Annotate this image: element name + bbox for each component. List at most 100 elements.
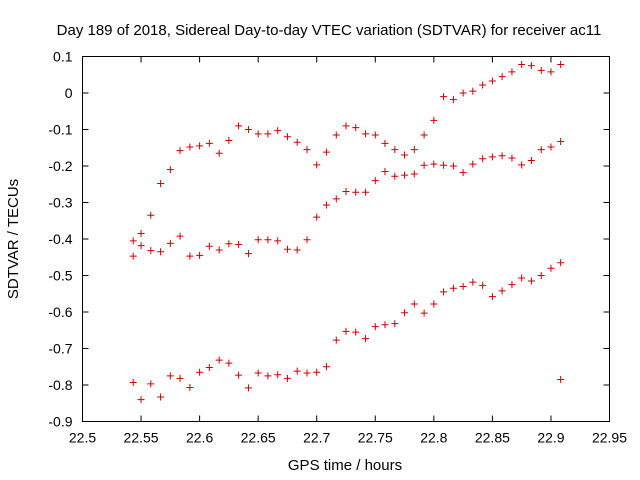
data-point [303,146,311,154]
data-point [449,284,457,292]
data-point [244,384,252,392]
data-point [371,131,379,139]
y-tick-label: -0.8 [48,377,72,393]
data-point [557,376,565,384]
data-point [410,146,418,154]
data-point [508,281,516,289]
data-point [479,281,487,289]
data-point [205,242,213,250]
data-point [283,133,291,141]
data-point [235,240,243,248]
y-tick-label: -0.2 [48,158,72,174]
data-point [469,278,477,286]
data-point [381,167,389,175]
data-point [137,230,145,238]
data-point [332,336,340,344]
data-point [547,68,555,76]
data-point [322,363,330,371]
data-point [293,367,301,375]
data-point [401,151,409,159]
data-point [186,384,194,392]
data-point [283,245,291,253]
data-point [215,356,223,364]
data-point [166,239,174,247]
plot-frame [82,56,610,422]
data-point [440,161,448,169]
data-point [440,288,448,296]
data-point [293,138,301,146]
data-point [537,66,545,74]
data-point [527,277,535,285]
data-point [381,321,389,329]
data-point [488,293,496,301]
data-point [235,122,243,130]
data-point [166,372,174,380]
data-point [322,201,330,209]
data-point [196,251,204,259]
data-point [225,240,233,248]
data-point [254,236,262,244]
data-point [557,138,565,146]
data-point [244,126,252,133]
data-point [186,252,194,260]
y-tick-label: -0.9 [48,414,72,430]
data-point [362,335,370,343]
data-point [391,172,399,180]
data-point [342,188,350,196]
data-point [449,162,457,170]
data-point [537,272,545,279]
data-point [332,195,340,203]
data-point [498,152,506,160]
data-points [129,61,565,404]
data-point [469,87,477,95]
data-point [264,236,272,244]
data-point [430,116,438,124]
data-point [430,300,438,308]
data-point [254,369,262,377]
data-point [557,61,565,69]
data-point [449,96,457,104]
x-tick-label: 22.75 [358,430,393,446]
y-tick-label: -0.4 [48,231,72,247]
series-lower [129,259,565,404]
data-point [430,160,438,168]
x-tick-label: 22.9 [537,430,564,446]
data-point [498,287,506,295]
x-tick-label: 22.55 [124,430,159,446]
data-point [547,143,555,151]
data-point [166,166,174,174]
data-point [488,77,496,85]
data-point [479,81,487,89]
data-point [274,371,282,379]
data-point [342,327,350,335]
data-point [371,177,379,185]
data-point [176,374,184,382]
data-point [147,247,155,255]
data-point [313,161,321,169]
data-point [342,122,350,130]
data-point [391,146,399,154]
data-point [293,246,301,254]
data-point [176,232,184,240]
data-point [508,154,516,162]
data-point [527,62,535,70]
data-point [137,242,145,250]
y-tick-label: -0.1 [48,122,72,138]
data-point [225,136,233,144]
data-point [352,124,360,132]
data-point [401,309,409,317]
data-point [157,393,165,401]
data-point [508,68,516,76]
y-tick-label: -0.6 [48,304,72,320]
data-point [381,139,389,147]
data-point [410,300,418,308]
data-point [129,378,137,386]
data-point [362,130,370,138]
data-point [274,237,282,245]
data-point [518,274,526,282]
axis-tick-labels: 22.5 22.55 22.6 22.65 22.7 22.75 22.8 22.85 22.9… [48,49,627,446]
y-tick-label: 0.1 [53,49,73,65]
data-point [537,146,545,154]
data-point [518,161,526,169]
